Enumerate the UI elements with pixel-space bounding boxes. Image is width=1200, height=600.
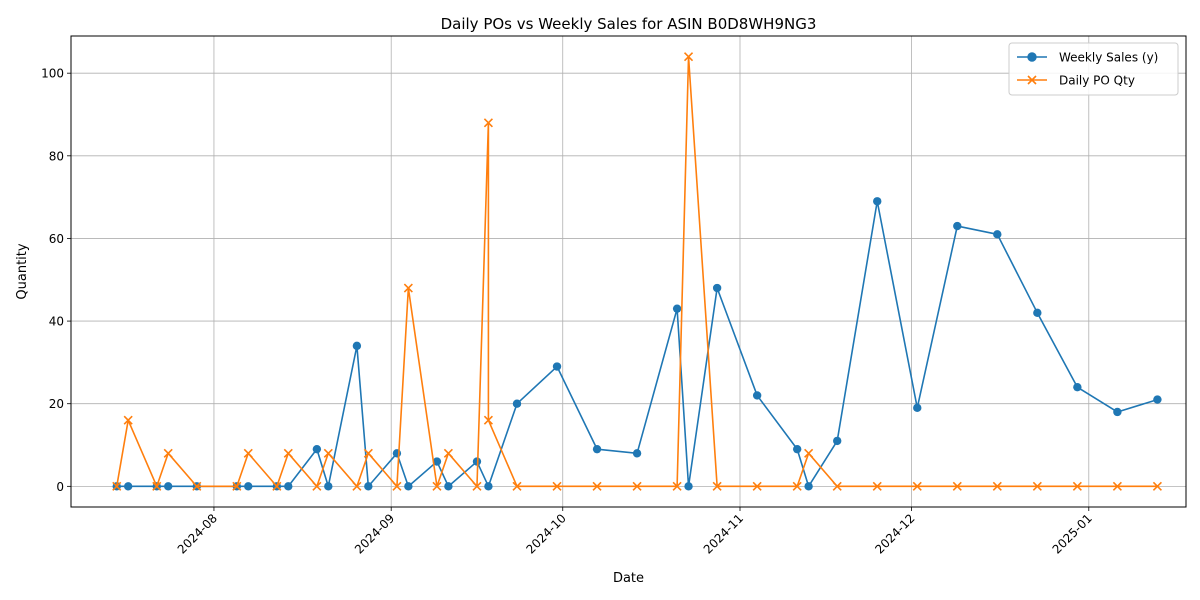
x-axis-label: Date bbox=[613, 571, 644, 586]
legend-marker-daily-po bbox=[1027, 75, 1037, 85]
data-point-weekly-sales bbox=[552, 362, 562, 371]
data-point-weekly-sales bbox=[833, 436, 842, 446]
y-tick-label: 40 bbox=[49, 315, 64, 329]
data-point-daily-po bbox=[152, 481, 162, 491]
series-layer bbox=[112, 52, 1162, 491]
legend-label-daily-po: Daily PO Qty bbox=[1059, 74, 1135, 88]
data-point-daily-po bbox=[272, 481, 282, 491]
chart-title: Daily POs vs Weekly Sales for ASIN B0D8W… bbox=[441, 15, 817, 33]
data-point-weekly-sales bbox=[1033, 308, 1042, 318]
data-point-weekly-sales bbox=[164, 482, 173, 491]
data-point-weekly-sales bbox=[244, 482, 253, 491]
y-tick-label: 60 bbox=[49, 232, 64, 246]
data-point-daily-po bbox=[1032, 481, 1042, 491]
data-point-daily-po bbox=[804, 448, 814, 458]
data-point-weekly-sales bbox=[284, 482, 293, 491]
data-point-weekly-sales bbox=[352, 341, 362, 351]
data-point-daily-po bbox=[752, 481, 762, 491]
data-point-daily-po bbox=[232, 481, 242, 491]
y-tick-label: 0 bbox=[56, 480, 64, 494]
data-point-daily-po bbox=[592, 481, 602, 491]
data-point-weekly-sales bbox=[1153, 395, 1162, 404]
series-line-weekly-sales bbox=[116, 200, 1158, 488]
y-tick-label: 100 bbox=[41, 67, 64, 81]
legend-marker-weekly-sales bbox=[1027, 52, 1037, 62]
data-point-daily-po bbox=[792, 481, 802, 491]
legend: Weekly Sales (y) Daily PO Qty bbox=[1008, 42, 1179, 96]
data-point-daily-po bbox=[872, 481, 882, 491]
data-point-daily-po bbox=[112, 481, 122, 491]
data-point-daily-po bbox=[283, 448, 293, 458]
data-point-daily-po bbox=[192, 481, 202, 491]
data-point-daily-po bbox=[552, 481, 562, 491]
data-point-weekly-sales bbox=[484, 482, 493, 491]
data-point-weekly-sales bbox=[592, 444, 602, 454]
data-point-weekly-sales bbox=[123, 482, 133, 491]
data-point-weekly-sales bbox=[672, 304, 682, 313]
data-point-daily-po bbox=[632, 481, 642, 491]
y-axis-label: Quantity bbox=[15, 243, 30, 299]
data-point-daily-po bbox=[512, 481, 522, 491]
data-point-daily-po bbox=[992, 481, 1002, 491]
data-point-weekly-sales bbox=[404, 482, 413, 491]
data-point-weekly-sales bbox=[432, 457, 442, 466]
data-point-daily-po bbox=[483, 118, 493, 128]
data-point-daily-po bbox=[683, 52, 694, 62]
data-point-weekly-sales bbox=[512, 399, 522, 408]
data-point-weekly-sales bbox=[752, 391, 762, 400]
data-point-weekly-sales bbox=[444, 482, 453, 491]
data-point-weekly-sales bbox=[913, 403, 922, 413]
data-point-weekly-sales bbox=[1073, 382, 1082, 392]
data-point-daily-po bbox=[1072, 481, 1082, 491]
data-point-weekly-sales bbox=[312, 444, 322, 454]
data-point-daily-po bbox=[432, 481, 442, 491]
data-point-weekly-sales bbox=[1113, 407, 1122, 417]
y-tick-label: 80 bbox=[49, 149, 64, 163]
data-point-weekly-sales bbox=[993, 230, 1002, 239]
data-point-daily-po bbox=[1152, 481, 1162, 491]
data-point-weekly-sales bbox=[632, 449, 642, 458]
data-point-weekly-sales bbox=[684, 482, 693, 491]
data-point-daily-po bbox=[323, 448, 333, 458]
data-point-daily-po bbox=[123, 415, 133, 425]
data-point-daily-po bbox=[163, 448, 173, 458]
data-point-weekly-sales bbox=[873, 197, 882, 206]
data-point-daily-po bbox=[912, 481, 922, 491]
legend-label-weekly-sales: Weekly Sales (y) bbox=[1059, 51, 1158, 65]
series-daily-po bbox=[112, 52, 1162, 491]
data-point-daily-po bbox=[443, 448, 453, 458]
data-point-daily-po bbox=[312, 481, 322, 491]
data-point-daily-po bbox=[672, 481, 682, 491]
data-point-daily-po bbox=[483, 415, 493, 425]
data-point-daily-po bbox=[363, 448, 373, 458]
data-point-daily-po bbox=[1112, 481, 1122, 491]
data-point-daily-po bbox=[243, 448, 253, 458]
y-tick-label: 20 bbox=[49, 397, 64, 411]
data-point-daily-po bbox=[352, 481, 362, 491]
data-point-daily-po bbox=[392, 481, 402, 491]
data-point-weekly-sales bbox=[392, 449, 402, 458]
data-point-weekly-sales bbox=[792, 444, 802, 454]
data-point-daily-po bbox=[472, 481, 482, 491]
legend-box bbox=[1008, 42, 1179, 96]
data-point-daily-po bbox=[952, 481, 962, 491]
data-point-weekly-sales bbox=[712, 283, 722, 293]
data-point-weekly-sales bbox=[804, 482, 813, 491]
data-point-daily-po bbox=[832, 481, 842, 491]
data-point-weekly-sales bbox=[324, 482, 333, 491]
data-point-daily-po bbox=[403, 283, 413, 293]
plot-frame bbox=[70, 35, 1187, 508]
data-point-weekly-sales bbox=[364, 482, 373, 491]
data-point-weekly-sales bbox=[953, 221, 962, 231]
data-point-daily-po bbox=[712, 481, 722, 491]
